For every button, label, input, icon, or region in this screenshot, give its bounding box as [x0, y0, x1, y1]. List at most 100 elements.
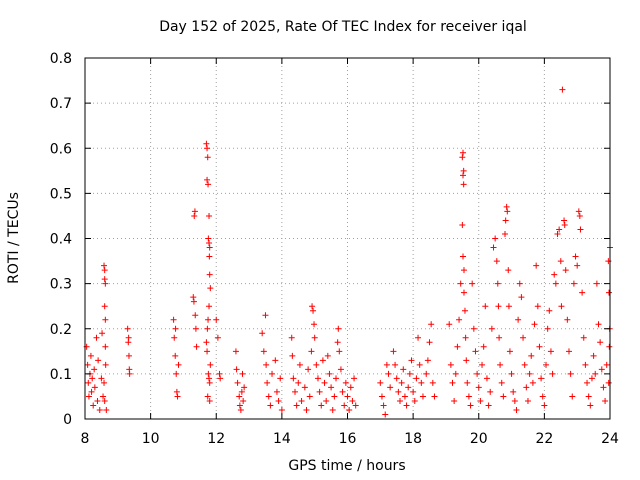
data-point [569, 393, 576, 400]
data-point [204, 145, 211, 152]
data-point [521, 361, 528, 368]
data-point [236, 402, 243, 409]
data-point [310, 307, 317, 314]
data-point [102, 280, 109, 287]
data-point [273, 388, 280, 395]
data-point [387, 384, 394, 391]
y-tick-label: 0.3 [50, 277, 72, 293]
data-point [233, 366, 240, 373]
data-point [190, 298, 197, 305]
data-point [557, 258, 564, 265]
data-point [460, 149, 466, 156]
data-point [172, 352, 179, 359]
data-point [293, 402, 300, 409]
chart-title: Day 152 of 2025, Rate Of TEC Index for r… [159, 19, 527, 35]
data-point [234, 379, 241, 386]
data-point [378, 393, 385, 400]
data-point [191, 212, 198, 219]
data-point [309, 303, 316, 310]
data-point [206, 271, 213, 278]
data-point [506, 348, 513, 355]
data-point [577, 226, 584, 233]
y-tick-label: 0.6 [50, 141, 72, 157]
data-point [275, 397, 282, 404]
data-point [413, 375, 420, 382]
data-point [259, 330, 266, 337]
data-point [305, 366, 312, 373]
data-point [467, 402, 474, 409]
data-point [206, 253, 213, 260]
data-point [574, 262, 581, 269]
data-point [393, 375, 400, 382]
data-point [502, 217, 509, 224]
data-point [173, 388, 180, 395]
data-point [472, 348, 479, 355]
data-point [418, 379, 425, 386]
data-point [503, 203, 510, 210]
data-point [469, 280, 476, 287]
data-point [546, 307, 553, 314]
data-point [296, 361, 303, 368]
data-point [559, 86, 566, 93]
y-tick-label: 0.7 [50, 96, 72, 112]
data-point [523, 384, 530, 391]
data-point [265, 393, 272, 400]
data-point [269, 370, 276, 377]
data-point [216, 370, 223, 377]
data-point [88, 388, 95, 395]
data-point [564, 316, 571, 323]
data-point [460, 267, 467, 274]
data-point [576, 212, 583, 219]
data-point [321, 379, 328, 386]
data-point [460, 289, 467, 296]
data-point [267, 402, 274, 409]
data-point [203, 140, 210, 147]
data-point [333, 375, 340, 382]
data-point [236, 393, 243, 400]
y-tick-label: 0.8 [50, 51, 72, 67]
x-axis-label: GPS time / hours [288, 458, 405, 474]
data-point [383, 361, 390, 368]
data-point [96, 406, 103, 413]
data-point [311, 321, 318, 328]
data-point [101, 303, 108, 310]
data-point [397, 397, 403, 404]
data-point [561, 217, 568, 224]
data-point [483, 375, 490, 382]
data-point [190, 294, 197, 301]
data-point [605, 379, 612, 386]
data-point [400, 366, 407, 373]
data-point [590, 352, 597, 359]
data-point [403, 402, 410, 409]
data-point [102, 343, 109, 350]
data-point [337, 366, 344, 373]
data-point [567, 370, 574, 377]
data-point [288, 334, 295, 341]
data-point [100, 393, 107, 400]
data-point [492, 235, 499, 242]
data-point [301, 384, 308, 391]
data-point [529, 379, 536, 386]
data-point [205, 316, 212, 323]
data-point [395, 388, 402, 395]
data-point [98, 375, 105, 382]
data-point [205, 235, 212, 242]
data-point [101, 267, 108, 274]
y-tick-label: 0.5 [50, 186, 72, 202]
data-point [554, 230, 561, 237]
data-point [392, 361, 399, 368]
data-point [416, 361, 423, 368]
data-point [206, 244, 213, 251]
data-point [587, 402, 594, 409]
x-tick-label: 22 [535, 431, 553, 447]
data-point [606, 343, 613, 350]
data-point [306, 393, 313, 400]
data-point [490, 244, 497, 251]
data-point [456, 316, 463, 323]
data-point [213, 316, 220, 323]
data-point [485, 402, 492, 409]
data-point [204, 176, 211, 183]
data-point [170, 316, 177, 323]
data-point [429, 379, 436, 386]
